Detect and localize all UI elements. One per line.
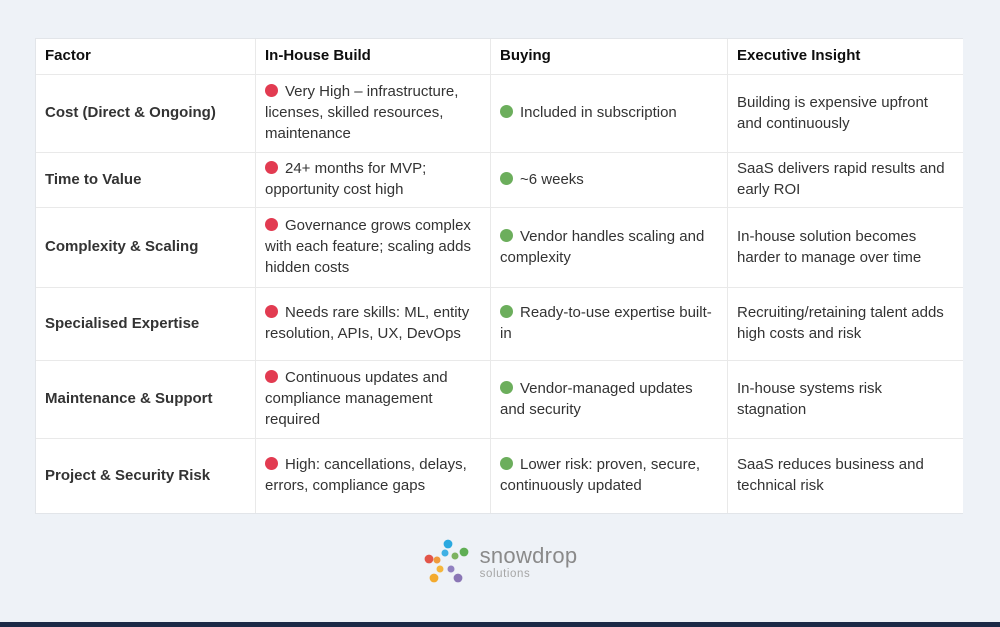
buying-cell: Vendor-managed updates and security xyxy=(491,361,728,439)
negative-status-dot-icon xyxy=(265,305,278,319)
column-header: Buying xyxy=(491,39,728,75)
in-house-build-cell: Governance grows complex with each featu… xyxy=(256,208,491,288)
positive-status-dot-icon xyxy=(500,305,513,319)
factor-cell: Complexity & Scaling xyxy=(36,208,256,288)
positive-status-dot-icon xyxy=(500,171,513,185)
table-body: Cost (Direct & Ongoing) Very High – infra… xyxy=(36,75,963,513)
positive-status-dot-icon xyxy=(500,228,513,242)
buying-cell: Lower risk: proven, secure, continuously… xyxy=(491,439,728,513)
executive-insight-cell: In-house systems risk stagnation xyxy=(728,361,963,439)
executive-insight-cell: In-house solution becomes harder to mana… xyxy=(728,208,963,288)
factor-cell: Time to Value xyxy=(36,153,256,208)
negative-status-dot-icon xyxy=(265,218,278,232)
brand-tagline: solutions xyxy=(479,568,531,581)
table-row: Time to Value 24+ months for MVP; opportu… xyxy=(36,153,963,208)
executive-insight-cell: Building is expensive upfront and contin… xyxy=(728,75,963,153)
table-row: Project & Security Risk High: cancellatio… xyxy=(36,439,963,513)
negative-status-dot-icon xyxy=(265,161,278,175)
in-house-build-cell: 24+ months for MVP; opportunity cost hig… xyxy=(256,153,491,208)
buying-cell: Ready-to-use expertise built-in xyxy=(491,288,728,361)
executive-insight-cell: SaaS reduces business and technical risk xyxy=(728,439,963,513)
buying-cell: Included in subscription xyxy=(491,75,728,153)
table-row: Cost (Direct & Ongoing) Very High – infra… xyxy=(36,75,963,153)
positive-status-dot-icon xyxy=(500,380,513,394)
executive-insight-cell: SaaS delivers rapid results and early RO… xyxy=(728,153,963,208)
factor-cell: Maintenance & Support xyxy=(36,361,256,439)
table-row: Maintenance & Support Continuous updates … xyxy=(36,361,963,439)
negative-status-dot-icon xyxy=(265,370,278,384)
negative-status-dot-icon xyxy=(265,84,278,98)
brand-text: snowdrop solutions xyxy=(480,544,578,580)
table-row: Specialised Expertise Needs rare skills: … xyxy=(36,288,963,361)
in-house-build-cell: Continuous updates and compliance manage… xyxy=(256,361,491,439)
table-row: Complexity & Scaling Governance grows com… xyxy=(36,208,963,288)
column-header: Factor xyxy=(36,39,256,75)
in-house-build-cell: Needs rare skills: ML, entity resolution… xyxy=(256,288,491,361)
factor-cell: Specialised Expertise xyxy=(36,288,256,361)
brand-name: snowdrop xyxy=(479,542,578,568)
executive-insight-cell: Recruiting/retaining talent adds high co… xyxy=(728,288,963,361)
positive-status-dot-icon xyxy=(500,457,513,471)
table-header-row: Factor In-House Build Buying Executive Insi… xyxy=(36,39,963,75)
factor-cell: Cost (Direct & Ongoing) xyxy=(36,75,256,153)
buying-cell: Vendor handles scaling and complexity xyxy=(491,208,728,288)
in-house-build-cell: Very High – infrastructure, licenses, sk… xyxy=(256,75,491,153)
negative-status-dot-icon xyxy=(265,457,278,471)
column-header: Executive Insight xyxy=(728,39,963,75)
positive-status-dot-icon xyxy=(500,105,513,119)
column-header: In-House Build xyxy=(256,39,491,75)
buying-cell: ~6 weeks xyxy=(491,153,728,208)
factor-cell: Project & Security Risk xyxy=(36,439,256,513)
in-house-build-cell: High: cancellations, delays, errors, com… xyxy=(256,439,491,513)
snowdrop-logo-icon xyxy=(424,539,468,583)
comparison-table: Factor In-House Build Buying Executive Insi… xyxy=(35,38,963,514)
bottom-accent-bar xyxy=(0,622,1000,627)
brand-footer: snowdrop solutions xyxy=(0,538,1000,586)
